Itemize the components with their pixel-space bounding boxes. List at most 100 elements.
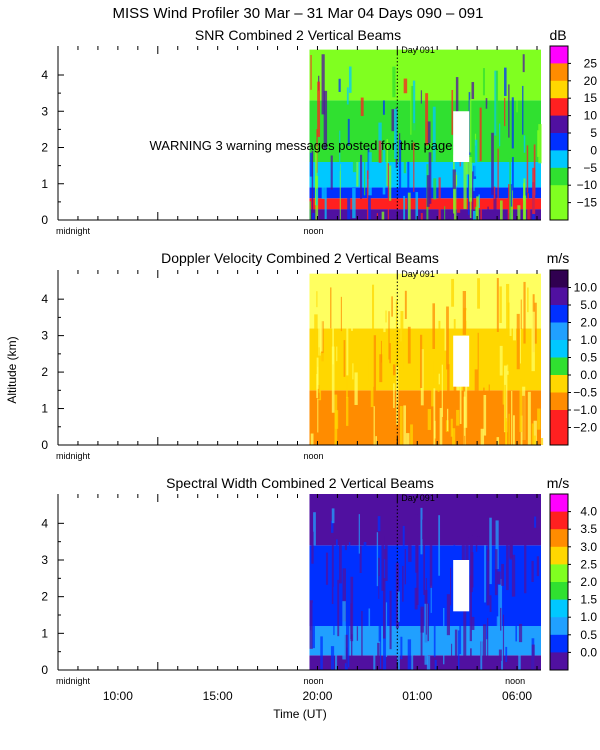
data-streak — [456, 409, 460, 426]
colorbar-segment — [550, 392, 568, 411]
data-streak — [342, 568, 346, 622]
data-streak — [385, 602, 388, 657]
data-streak — [337, 579, 340, 637]
data-streak — [376, 532, 379, 587]
data-streak — [523, 178, 526, 220]
data-streak — [368, 195, 371, 220]
colorbar-tick-label: 2.0 — [580, 575, 597, 589]
data-streak — [505, 646, 508, 663]
data-streak — [459, 378, 462, 424]
data-streak — [398, 312, 401, 329]
data-streak — [463, 155, 467, 209]
data-streak — [400, 406, 403, 445]
colorbar-tick-label: −5 — [583, 161, 597, 175]
data-streak — [380, 340, 382, 363]
data-streak — [452, 428, 456, 445]
data-streak — [415, 514, 418, 573]
data-streak — [499, 123, 501, 147]
data-streak — [523, 281, 526, 344]
data-streak — [474, 139, 478, 177]
data-streak — [318, 349, 322, 401]
data-streak — [540, 437, 544, 445]
data-streak — [441, 364, 443, 417]
data-streak — [507, 302, 510, 372]
data-streak — [330, 287, 332, 329]
data-streak — [471, 116, 476, 163]
colorbar-tick-label: −2.0 — [573, 421, 597, 435]
colorbar-segment — [550, 634, 568, 653]
data-streak — [331, 508, 335, 524]
data-streak — [420, 90, 422, 104]
data-streak — [370, 371, 374, 408]
colorbar-tick-label: 10 — [584, 109, 598, 123]
colorbar-segment — [550, 652, 568, 671]
data-streak — [338, 78, 341, 92]
data-streak — [428, 152, 432, 204]
data-streak — [453, 383, 458, 396]
data-streak — [339, 130, 341, 172]
colorbar-segment — [550, 546, 568, 565]
data-streak — [483, 395, 487, 436]
data-streak — [478, 194, 481, 208]
colorbar-tick-label: 1.0 — [580, 333, 597, 347]
data-streak — [523, 135, 526, 153]
colorbar-segment — [550, 375, 568, 393]
y-tick-label: 0 — [41, 663, 48, 677]
data-streak — [368, 152, 372, 196]
data-streak — [377, 516, 381, 532]
colorbar-tick-label: −15 — [577, 196, 598, 210]
data-streak — [450, 418, 453, 437]
colorbar-segment — [550, 410, 568, 428]
data-streak — [406, 433, 410, 445]
data-streak — [317, 384, 320, 399]
colorbar-tick-label: 3.0 — [580, 540, 597, 554]
data-streak — [500, 607, 502, 631]
data-streak — [398, 404, 402, 445]
data-streak — [331, 346, 335, 413]
data-streak — [450, 567, 452, 606]
data-streak — [532, 167, 536, 215]
data-streak — [356, 161, 359, 187]
data-streak — [407, 192, 411, 220]
data-streak — [509, 184, 513, 207]
data-streak — [451, 89, 454, 135]
time-marker-label: noon — [303, 676, 323, 686]
data-streak — [472, 171, 474, 218]
data-streak — [527, 287, 529, 313]
data-streak — [441, 515, 445, 538]
data-streak — [319, 307, 323, 352]
data-streak — [502, 614, 505, 670]
data-streak — [470, 413, 473, 445]
data-streak — [375, 436, 377, 445]
data-streak — [398, 140, 402, 196]
data-streak — [335, 539, 338, 572]
data-streak — [469, 575, 472, 642]
data-streak — [381, 529, 385, 591]
colorbar-tick-label: 5.0 — [580, 298, 597, 312]
data-streak — [346, 396, 349, 426]
x-axis-label: Time (UT) — [273, 707, 327, 721]
data-streak — [537, 408, 541, 430]
x-tick-label: 15:00 — [203, 689, 233, 703]
data-streak — [531, 311, 535, 372]
data-streak — [502, 340, 505, 405]
colorbar-segment — [550, 63, 568, 82]
data-streak — [403, 133, 407, 174]
data-streak — [408, 515, 412, 562]
data-streak — [413, 142, 415, 192]
doppler-panel: Doppler Velocity Combined 2 Vertical Bea… — [41, 250, 597, 461]
colorbar-segment — [550, 167, 568, 186]
data-streak — [373, 335, 377, 394]
data-streak — [480, 639, 483, 670]
data-streak — [465, 155, 470, 175]
data-streak — [382, 100, 385, 115]
data-streak — [485, 588, 489, 640]
y-tick-label: 4 — [41, 68, 48, 82]
data-streak — [335, 634, 338, 670]
data-streak — [526, 145, 529, 193]
data-streak — [331, 537, 334, 604]
data-streak — [414, 587, 418, 610]
data-streak — [537, 130, 540, 157]
data-streak — [320, 636, 323, 670]
data-streak — [516, 72, 518, 113]
